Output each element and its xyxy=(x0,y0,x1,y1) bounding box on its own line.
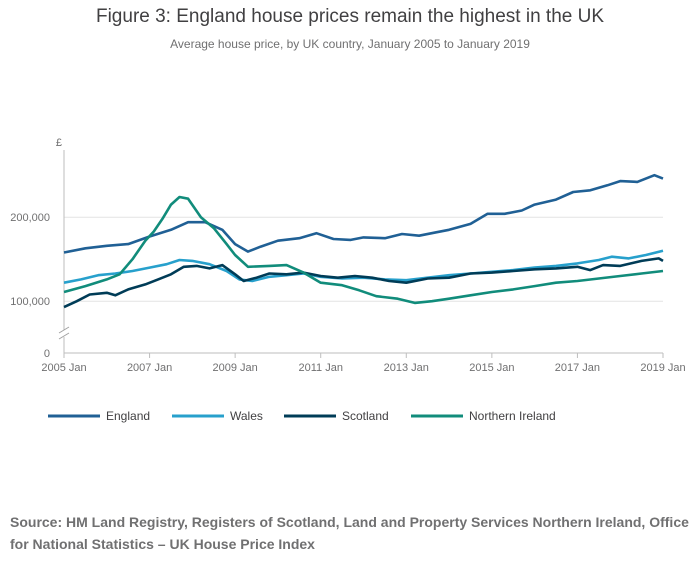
chart-title: Figure 3: England house prices remain th… xyxy=(95,6,605,27)
x-tick-label: 2011 Jan xyxy=(298,362,342,374)
axis-break-stroke xyxy=(58,332,70,340)
legend-label-scotland: Scotland xyxy=(342,409,389,423)
x-axis-ticks: 2005 Jan 2007 Jan 2009 Jan 2011 Jan 2013 Jan… xyxy=(41,353,686,374)
legend-label-northern-ireland: Northern Ireland xyxy=(469,409,556,423)
x-tick-label: 2019 Jan xyxy=(640,362,685,374)
source-note: Source: HM Land Registry, Registers of S… xyxy=(10,514,689,552)
series-line-northern-ireland xyxy=(63,195,664,305)
series-line-scotland xyxy=(63,257,664,309)
series-line-england xyxy=(63,173,664,254)
chart-subtitle: Average house price, by UK country, Janu… xyxy=(170,37,530,51)
legend: England Wales Scotland Northern Ireland xyxy=(48,409,556,423)
x-tick-label: 2013 Jan xyxy=(384,362,429,374)
x-tick-label: 2007 Jan xyxy=(127,362,172,374)
x-tick-label: 2015 Jan xyxy=(469,362,514,374)
line-chart: £ 0 100,000 200,000 2005 Jan 2007 Jan 2009 J… xyxy=(10,137,686,423)
x-tick-label: 2005 Jan xyxy=(41,362,86,374)
x-tick-label: 2009 Jan xyxy=(213,362,258,374)
y-axis-label: £ xyxy=(56,137,62,149)
y-tick-label: 200,000 xyxy=(10,212,50,224)
y-tick-label: 100,000 xyxy=(10,296,50,308)
y-axis-ticks: 0 100,000 200,000 xyxy=(10,212,50,360)
axis-break-mark xyxy=(58,326,70,340)
axis-break-stroke xyxy=(58,326,70,334)
legend-label-wales: Wales xyxy=(230,409,263,423)
y-tick-label: 0 xyxy=(44,348,50,360)
series-lines xyxy=(63,173,664,309)
legend-label-england: England xyxy=(106,409,150,423)
x-tick-label: 2017 Jan xyxy=(555,362,600,374)
axis-break-gap xyxy=(58,330,70,337)
